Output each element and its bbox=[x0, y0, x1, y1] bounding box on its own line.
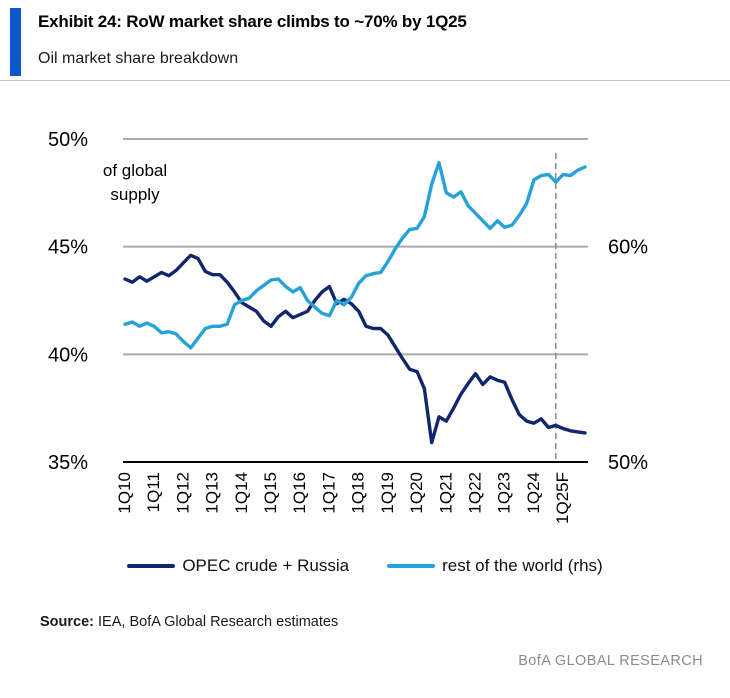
x-axis-tick-label: 1Q10 bbox=[115, 472, 134, 514]
header-divider bbox=[0, 80, 730, 81]
exhibit-title: Exhibit 24: RoW market share climbs to ~… bbox=[38, 12, 467, 31]
source-label: Source: bbox=[40, 614, 94, 630]
legend-item: OPEC crude + Russia bbox=[127, 556, 349, 576]
x-axis-tick-label: 1Q25F bbox=[553, 472, 572, 524]
left-axis-tick-label: 40% bbox=[48, 344, 88, 366]
left-axis-tick-label: 45% bbox=[48, 237, 88, 259]
series-line-rest-of-the-world-rhs bbox=[123, 160, 587, 350]
x-axis-tick-label: 1Q18 bbox=[349, 472, 368, 514]
exhibit-subtitle: Oil market share breakdown bbox=[38, 50, 239, 67]
x-axis-tick-label: 1Q15 bbox=[261, 472, 280, 514]
x-axis-tick-label: 1Q24 bbox=[524, 472, 543, 514]
right-axis-tick-label: 60% bbox=[608, 237, 648, 259]
left-axis-tick-label: 35% bbox=[48, 452, 88, 474]
x-axis-tick-label: 1Q17 bbox=[319, 472, 338, 514]
x-axis-tick-label: 1Q11 bbox=[144, 472, 163, 512]
x-axis-tick-label: 1Q16 bbox=[290, 472, 309, 514]
brand-mark: BofA GLOBAL RESEARCH bbox=[518, 653, 703, 669]
legend-label: rest of the world (rhs) bbox=[442, 556, 603, 575]
oil-market-share-chart: 50% 45% 40% 35% 60% 50% 1Q10 1Q11 1Q12 1Q13 1Q14 1Q… bbox=[48, 129, 648, 524]
legend-item: rest of the world (rhs) bbox=[387, 556, 603, 576]
x-axis-tick-label: 1Q12 bbox=[173, 472, 192, 514]
legend-label: OPEC crude + Russia bbox=[182, 556, 350, 575]
exhibit-accent-bar bbox=[10, 8, 21, 76]
x-axis-tick-label: 1Q13 bbox=[203, 472, 222, 514]
legend-line-swatch bbox=[387, 564, 436, 568]
left-axis-tick-label: 50% bbox=[48, 129, 88, 151]
source-note: Source: IEA, BofA Global Research estima… bbox=[40, 614, 338, 630]
x-axis-tick-label: 1Q21 bbox=[436, 472, 455, 514]
x-axis-tick-label: 1Q14 bbox=[232, 472, 251, 514]
chart-legend: OPEC crude + Russia rest of the world (rh… bbox=[0, 556, 730, 576]
x-axis-tick-label: 1Q22 bbox=[465, 472, 484, 514]
right-axis-tick-label: 50% bbox=[608, 452, 648, 474]
x-axis-tick-label: 1Q23 bbox=[495, 472, 514, 514]
x-axis-tick-label: 1Q20 bbox=[407, 472, 426, 514]
x-axis-tick-label: 1Q19 bbox=[378, 472, 397, 514]
plot-annotation: supply bbox=[110, 185, 160, 204]
series-line-opec-crude-russia bbox=[123, 253, 587, 445]
plot-annotation: of global bbox=[103, 161, 167, 180]
legend-line-swatch bbox=[127, 564, 176, 568]
source-text: IEA, BofA Global Research estimates bbox=[94, 614, 339, 630]
